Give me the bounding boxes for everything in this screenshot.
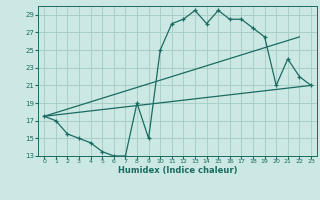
X-axis label: Humidex (Indice chaleur): Humidex (Indice chaleur) xyxy=(118,166,237,175)
